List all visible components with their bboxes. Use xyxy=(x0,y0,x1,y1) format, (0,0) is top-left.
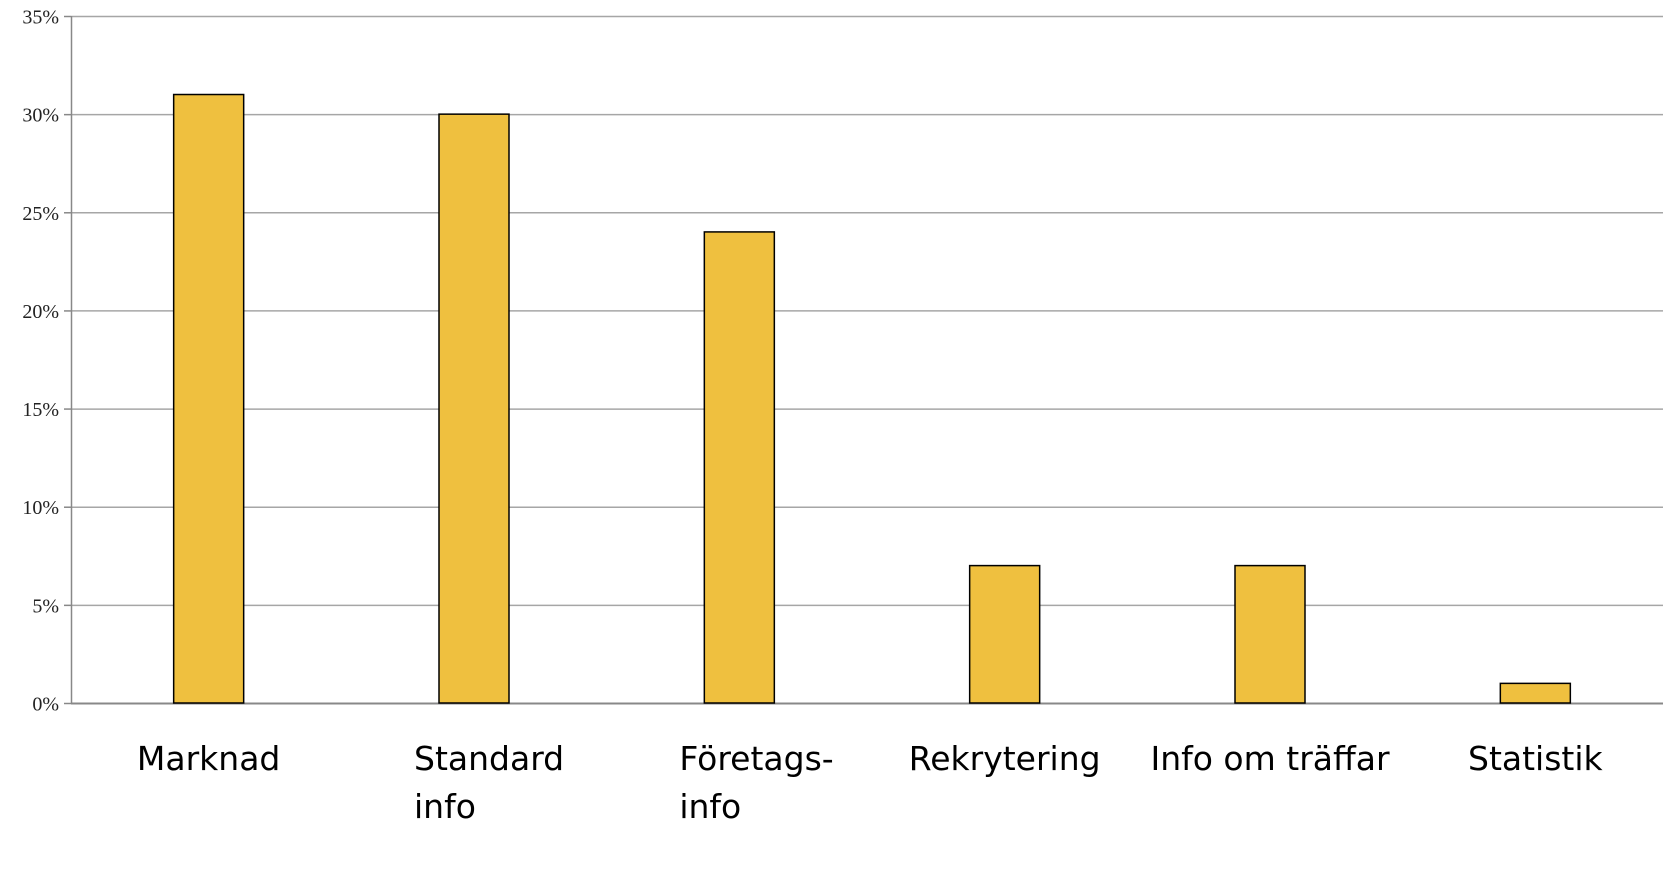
y-tick-label: 20% xyxy=(22,301,59,323)
y-tick-label: 5% xyxy=(32,595,59,617)
x-category-label: Företags-info xyxy=(679,739,833,826)
x-category-label: Marknad xyxy=(137,739,280,778)
bar xyxy=(704,232,774,703)
y-tick-label: 0% xyxy=(32,694,59,716)
bar xyxy=(174,95,244,703)
x-category-label: Statistik xyxy=(1468,739,1604,778)
y-tick-label: 15% xyxy=(22,399,59,421)
y-tick-label: 25% xyxy=(22,203,59,225)
x-category-label-line: Statistik xyxy=(1468,739,1604,778)
x-category-label-line: info xyxy=(414,787,476,826)
x-category-label-line: Standard xyxy=(414,739,564,778)
x-category-label: Rekrytering xyxy=(909,739,1101,778)
x-category-label: Standard info xyxy=(414,739,564,826)
bar xyxy=(1235,566,1305,703)
x-category-label-line: Marknad xyxy=(137,739,280,778)
y-tick-label: 30% xyxy=(22,105,59,127)
bars xyxy=(174,95,1571,703)
bar xyxy=(439,114,509,703)
y-axis: 0% 5% 10% 15% 20% 25% 30% 35% xyxy=(22,7,59,716)
x-category-label-line: Rekrytering xyxy=(909,739,1101,778)
y-tick-label: 35% xyxy=(22,7,59,29)
x-category-label: Info om träffar xyxy=(1150,739,1389,778)
gridlines xyxy=(64,16,1663,704)
bar xyxy=(970,566,1040,703)
x-axis-labels: Marknad Standard infoFöretags-infoRekryter… xyxy=(137,739,1604,826)
x-category-label-line: Info om träffar xyxy=(1150,739,1389,778)
x-category-label-line: Företags- xyxy=(679,739,833,778)
x-category-label-line: info xyxy=(679,787,741,826)
bar xyxy=(1500,683,1570,703)
y-tick-label: 10% xyxy=(22,497,59,519)
